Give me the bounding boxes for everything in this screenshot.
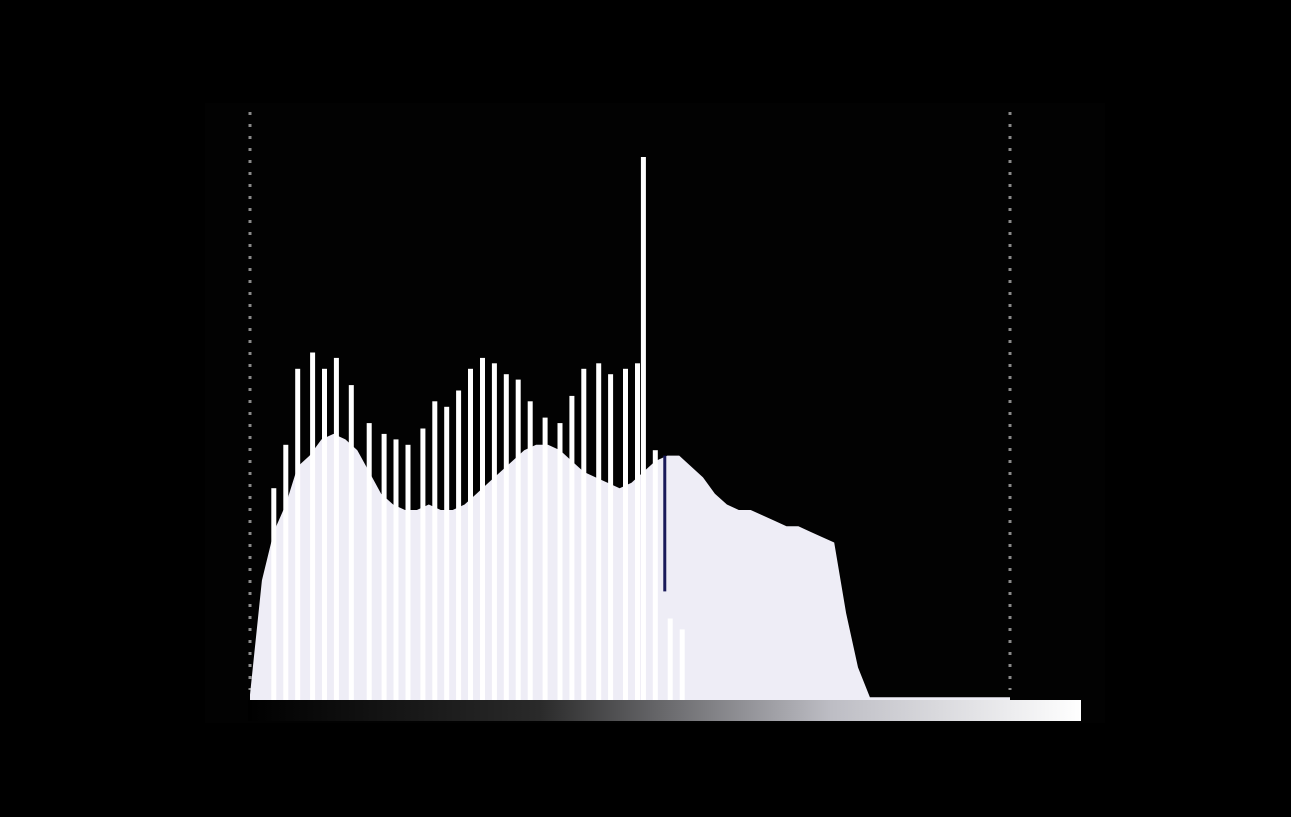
histogram-spike	[542, 417, 548, 700]
histogram-spike	[295, 368, 301, 700]
histogram-spike	[491, 363, 497, 700]
histogram-spike	[503, 374, 509, 700]
histogram-spike	[679, 629, 685, 700]
histogram-spike	[456, 390, 462, 700]
histogram-spike	[381, 433, 387, 700]
histogram-spike	[640, 157, 646, 700]
histogram-spike	[348, 385, 354, 700]
histogram-series-area	[250, 433, 1010, 700]
tone-gradient-bar	[248, 700, 1081, 721]
histogram-spike	[480, 357, 485, 700]
histogram-spike	[333, 357, 339, 700]
histogram-spike	[432, 401, 438, 700]
histogram-spike	[623, 368, 628, 700]
histogram-spike	[271, 488, 277, 700]
histogram-spike	[635, 363, 640, 700]
histogram-spike	[667, 618, 673, 700]
histogram-spike	[557, 423, 563, 700]
histogram-area	[250, 433, 1010, 700]
histogram-spike	[608, 374, 614, 700]
clipping-guides	[248, 112, 1012, 690]
histogram-spike	[322, 368, 327, 700]
histogram-spike	[444, 406, 450, 700]
histogram-spike	[569, 395, 575, 700]
histogram-spike	[468, 368, 473, 700]
histogram-spike	[310, 352, 316, 700]
histogram-spike	[596, 363, 602, 700]
histogram-spike	[581, 368, 587, 700]
histogram-spikes	[271, 157, 685, 700]
histogram-spike	[366, 423, 372, 700]
histogram-edge-shadow	[663, 455, 667, 592]
histogram-spike	[420, 428, 426, 700]
histogram-spike	[405, 444, 411, 700]
histogram-spike	[393, 439, 399, 700]
histogram-spike	[515, 379, 521, 700]
histogram-spike	[283, 444, 289, 700]
histogram-spike	[652, 450, 658, 700]
histogram-spike	[527, 401, 533, 700]
